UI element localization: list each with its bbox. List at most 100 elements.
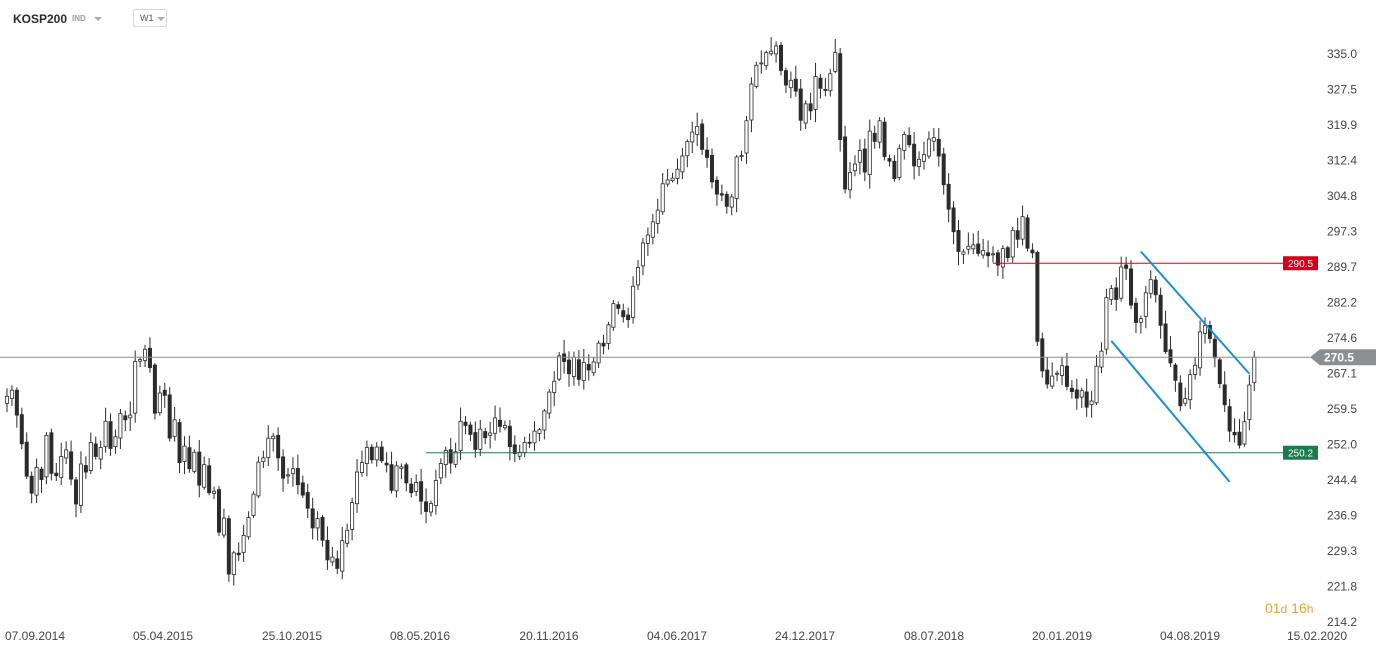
candle-body [576,359,581,380]
candle-body [981,250,986,256]
candle-body [1133,302,1138,323]
y-tick-label: 312.4 [1327,153,1357,167]
current-price-label: 270.5 [1324,350,1354,364]
candle-body [493,417,498,434]
candle-body [744,120,749,154]
candle-body [1183,398,1188,404]
candle-body [1079,390,1084,398]
candle-body [626,314,631,321]
y-tick-label: 267.1 [1327,366,1357,380]
candle-body [473,432,478,450]
candle-body [601,342,606,347]
candle-body [892,160,897,180]
candle-body [1252,356,1257,384]
candle-body [369,446,374,461]
candle-body [19,414,24,445]
candle-body [591,361,596,374]
candle-body [843,136,848,190]
candle-body [936,139,941,157]
candle-body [606,324,611,344]
candle-body [848,172,853,191]
y-tick-label: 282.2 [1327,295,1357,309]
candle-body [1222,384,1227,406]
candle-body [113,436,118,447]
candle-body [818,77,823,89]
candle-body [1148,279,1153,294]
candle-body [167,394,172,439]
candle-body [887,158,892,162]
candle-body [1173,364,1178,381]
candle-body [310,508,315,529]
candle-body [739,155,744,157]
candle-body [823,89,828,91]
candle-body [631,285,636,318]
candle-body [507,425,512,448]
candle-body [532,430,537,444]
y-tick-label: 319.9 [1327,118,1357,132]
candle-body [581,362,586,381]
candle-body [221,517,226,536]
candle-body [1045,369,1050,385]
x-tick-label: 25.10.2015 [262,629,322,643]
candle-body [384,462,389,466]
y-tick-label: 236.9 [1327,508,1357,522]
candle-body [49,432,54,474]
candle-body [537,429,542,434]
candle-body [266,437,271,459]
countdown-days-value: 01 [1265,600,1281,616]
candle-body [571,356,576,377]
candle-body [355,471,360,505]
candle-body [335,558,340,569]
candle-body [877,120,882,143]
candle-body [1055,372,1060,375]
candle-body [226,518,231,575]
candle-body [478,428,483,450]
candle-body [512,444,517,455]
candle-body [705,149,710,158]
x-tick-label: 04.06.2017 [647,629,707,643]
timeframe-select[interactable]: W1 [133,9,167,27]
candle-body [690,131,695,143]
candle-body [162,389,167,396]
resistance-level-tag [1283,256,1318,271]
candle-body [852,163,857,172]
candle-body [143,348,148,361]
candle-body [724,193,729,207]
y-tick-label: 252.0 [1327,437,1357,451]
x-tick-label: 04.08.2019 [1160,629,1220,643]
candle-body [483,431,488,439]
instrument-type-label[interactable]: IND [72,14,86,23]
candle-body [182,445,187,462]
candle-body [315,518,320,529]
candle-body [231,552,236,575]
resistance-level-label: 290.5 [1288,259,1313,270]
candle-body [700,123,705,150]
candle-body [951,207,956,233]
candle-body [320,516,325,541]
candle-body [34,466,39,496]
candle-body [902,134,907,151]
candle-body [330,556,335,563]
candle-body [995,252,1000,266]
countdown-days-unit: d [1280,602,1288,616]
candle-body [118,413,123,439]
candle-body [197,451,202,486]
candle-body [1094,365,1099,404]
candle-body [59,456,64,479]
symbol-label[interactable]: KOSP200 [13,12,68,26]
candle-body [680,155,685,173]
candle-body [759,62,764,65]
candle-body [552,380,557,393]
chevron-down-icon[interactable] [94,17,102,21]
chart-toolbar: KOSP200 IND W1 [0,0,400,36]
candle-body [754,64,759,87]
candle-body [857,149,862,163]
candle-body [350,502,355,530]
candle-body [448,449,453,464]
candle-body [458,420,463,452]
candle-body [281,456,286,479]
candle-body [1138,318,1143,323]
candle-body [374,446,379,461]
candle-body [1005,247,1010,258]
